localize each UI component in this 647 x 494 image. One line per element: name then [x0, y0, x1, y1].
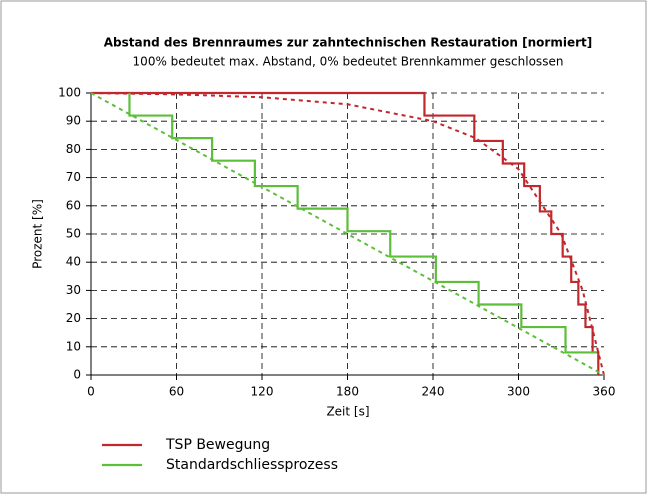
y-tick-label: 10	[66, 339, 81, 353]
x-tick-label: 180	[336, 385, 359, 399]
y-tick-label: 50	[66, 227, 81, 241]
y-tick-label: 0	[73, 368, 81, 382]
series-line	[128, 93, 597, 354]
y-axis-label: Prozent [%]	[31, 199, 45, 269]
x-axis-label: Zeit [s]	[326, 405, 369, 419]
chart-subtitle: 100% bedeutet max. Abstand, 0% bedeutet …	[133, 55, 564, 69]
dashed-curve	[90, 92, 605, 376]
chart-title: Abstand des Brennraumes zur zahntechnisc…	[104, 36, 592, 50]
x-tick-label: 300	[507, 385, 530, 399]
y-tick-label: 60	[66, 198, 81, 212]
y-tick-label: 40	[66, 255, 81, 269]
y-tick-label: 70	[66, 170, 81, 184]
y-tick-label: 80	[66, 142, 81, 156]
legend-label: Standardschliessprozess	[166, 457, 338, 473]
x-tick-label: 360	[593, 385, 616, 399]
x-tick-label: 0	[87, 385, 95, 399]
dashed-curve	[90, 92, 605, 376]
y-tick-label: 90	[66, 114, 81, 128]
y-tick-label: 100	[58, 86, 81, 100]
x-tick-label: 240	[422, 385, 445, 399]
x-tick-label: 60	[169, 385, 184, 399]
series-line	[91, 91, 600, 375]
legend-label: TSP Bewegung	[165, 437, 270, 453]
x-tick-label: 120	[251, 385, 274, 399]
y-tick-label: 30	[66, 283, 81, 297]
y-tick-label: 20	[66, 311, 81, 325]
